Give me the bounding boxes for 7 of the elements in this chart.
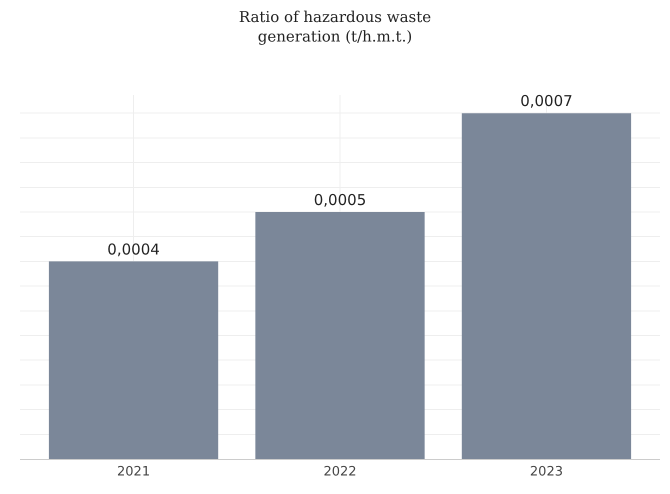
x-tick-label: 2022 (323, 464, 357, 480)
x-tick-label: 2023 (530, 464, 563, 480)
x-tick-label: 2021 (117, 464, 150, 480)
data-label: 0,0007 (520, 92, 573, 110)
data-label: 0,0005 (314, 191, 366, 209)
data-label: 0,0004 (107, 240, 160, 258)
chart-title: Ratio of hazardous waste generation (t/h.m.t.) (238, 8, 432, 46)
